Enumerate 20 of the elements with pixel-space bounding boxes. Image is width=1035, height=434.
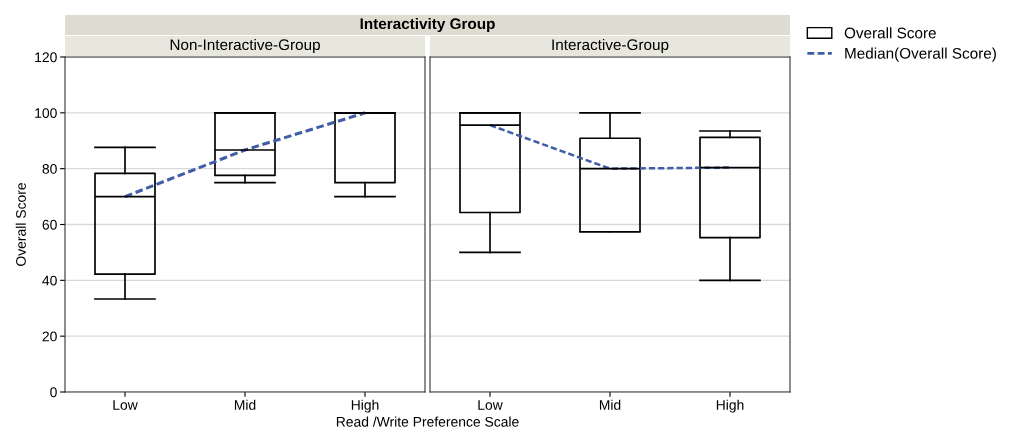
x-axis-title: Read /Write Preference Scale bbox=[336, 416, 519, 427]
y-tick-label: 60 bbox=[42, 219, 57, 230]
x-tick-label: High bbox=[351, 399, 379, 413]
y-tick-label: 80 bbox=[42, 164, 57, 174]
chart-subtitle: Non-Interactive-Group bbox=[170, 38, 320, 54]
x-tick-label: High bbox=[716, 399, 744, 413]
chart-subtitle: Interactive-Group bbox=[552, 38, 669, 54]
x-tick-label: Mid bbox=[234, 399, 256, 410]
x-tick-label: Mid bbox=[599, 399, 621, 410]
y-tick-label: 40 bbox=[42, 275, 57, 286]
y-tick-label: 20 bbox=[42, 331, 57, 342]
chart-title: Interactivity Group bbox=[360, 17, 495, 33]
x-tick-label: Low bbox=[113, 400, 138, 410]
y-tick-label: 0 bbox=[50, 387, 57, 398]
legend-label: Median(Overall Score) bbox=[845, 47, 996, 62]
legend-label: Overall Score bbox=[844, 27, 936, 39]
y-axis-title: Overall Score bbox=[15, 183, 26, 266]
y-tick-label: 100 bbox=[35, 108, 57, 118]
x-tick-label: Low bbox=[478, 400, 503, 410]
y-tick-label: 120 bbox=[35, 52, 57, 63]
